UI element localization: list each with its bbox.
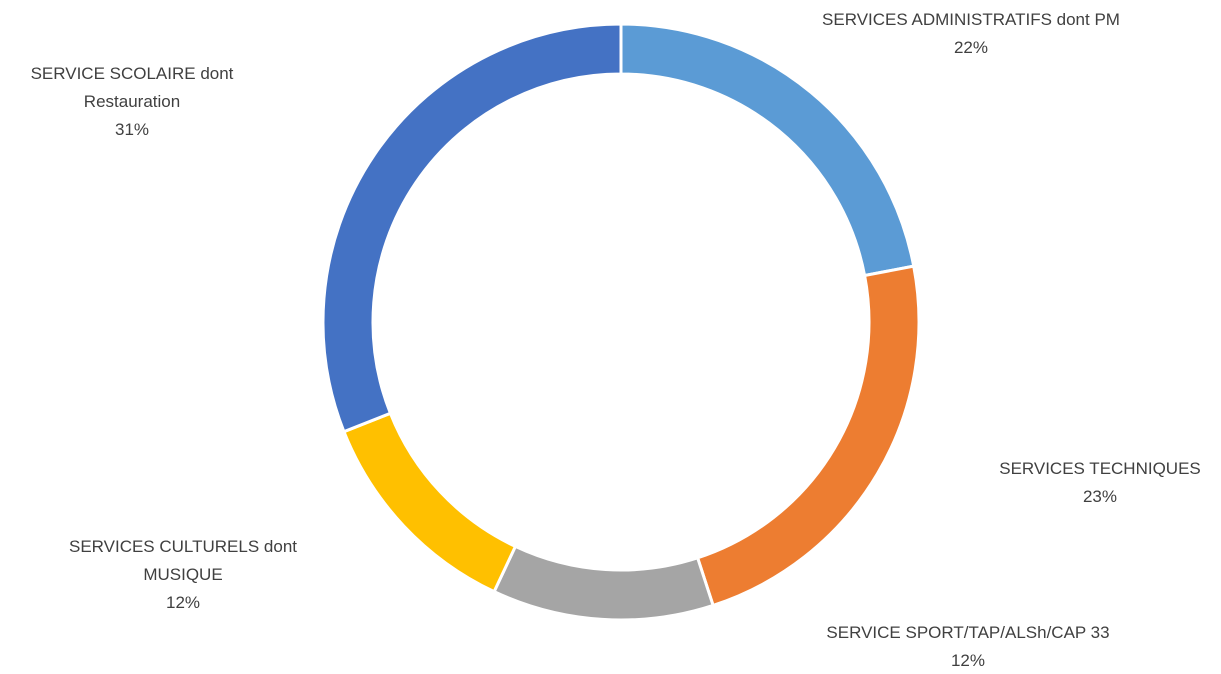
data-label: SERVICE SPORT/TAP/ALSh/CAP 33 12% xyxy=(826,619,1109,674)
value-label: 12% xyxy=(165,593,201,612)
value-label: 22% xyxy=(953,38,989,57)
category-label: SERVICES ADMINISTRATIFS dont PM xyxy=(822,10,1120,29)
donut-slice xyxy=(492,544,715,622)
donut-slice xyxy=(341,411,518,594)
data-label: SERVICES CULTURELS dont MUSIQUE 12% xyxy=(38,533,328,617)
category-label: SERVICES CULTURELS dont MUSIQUE xyxy=(68,537,297,584)
category-label: SERVICES TECHNIQUES xyxy=(999,459,1201,478)
value-label: 23% xyxy=(1082,487,1118,506)
value-label: 12% xyxy=(950,651,986,670)
category-label: SERVICE SPORT/TAP/ALSh/CAP 33 xyxy=(826,623,1110,642)
data-label: SERVICES TECHNIQUES 23% xyxy=(999,455,1201,511)
donut-slice xyxy=(321,22,623,434)
data-label: SERVICES ADMINISTRATIFS dont PM 22% xyxy=(822,6,1120,62)
donut-slice xyxy=(695,264,921,608)
category-label: SERVICE SCOLAIRE dont Restauration xyxy=(30,64,234,111)
data-label: SERVICE SCOLAIRE dont Restauration 31% xyxy=(2,60,262,144)
value-label: 31% xyxy=(114,120,150,139)
